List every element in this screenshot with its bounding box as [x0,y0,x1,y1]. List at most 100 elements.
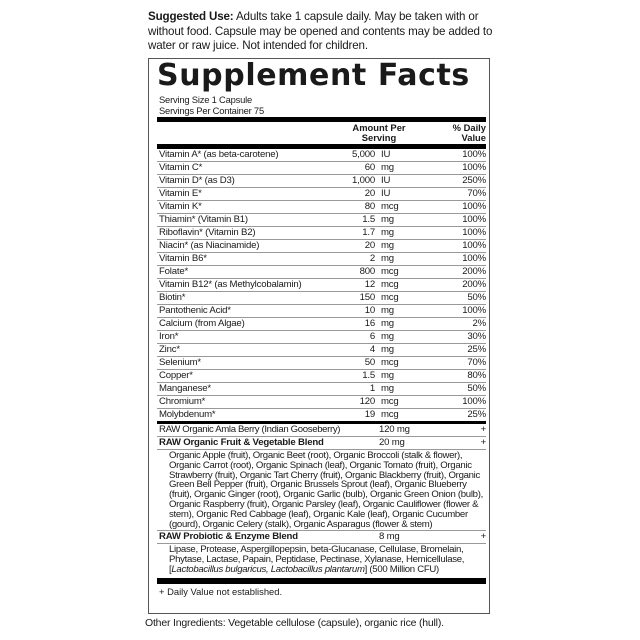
nutrient-name: Zinc* [159,344,180,355]
amount-unit: mg [381,305,394,316]
amount-unit: mg [381,344,394,355]
nutrient-name: Vitamin B12* (as Methylcobalamin) [159,279,302,290]
nutrient-row: Manganese* 1 mg 50% [157,383,486,396]
nutrient-row: Vitamin D* (as D3) 1,000 IU 250% [157,175,486,188]
amount-value: 19 [364,409,375,420]
daily-value: 70% [467,357,486,368]
servings-per-container: Servings Per Container 75 [159,105,264,116]
ingredients-text: Lipase, Protease, Aspergillopepsin, beta… [169,544,465,575]
amount-value: 1.7 [362,227,375,238]
amount-value: 80 [364,201,375,212]
nutrient-name: Vitamin A* (as beta-carotene) [159,149,279,160]
daily-value: 250% [462,175,486,186]
amount-unit: mg [381,214,394,225]
amount-value: 1,000 [351,175,375,186]
daily-value: 25% [467,409,486,420]
nutrient-row: Vitamin K* 80 mcg 100% [157,201,486,214]
daily-value: 30% [467,331,486,342]
amount-unit: mcg [381,279,399,290]
blend-name: RAW Organic Fruit & Vegetable Blend [159,437,324,448]
amount-unit: IU [381,149,391,160]
amount-unit: mg [381,227,394,238]
suggested-use-label: Suggested Use: [148,10,234,23]
amount-unit: mg [381,331,394,342]
amount-value: 1.5 [362,214,375,225]
amount-value: 50 [364,357,375,368]
nutrient-name: Pantothenic Acid* [159,305,231,316]
nutrient-row: Thiamin* (Vitamin B1) 1.5 mg 100% [157,214,486,227]
nutrient-name: Riboflavin* (Vitamin B2) [159,227,256,238]
amount-unit: mg [381,240,394,251]
nutrient-name: Manganese* [159,383,211,394]
amount-value: 16 [364,318,375,329]
daily-value: 100% [462,253,486,264]
blend-amount: 20 mg [379,437,405,448]
nutrient-name: Chromium* [159,396,206,407]
amount-value: 20 [364,188,375,199]
blend-name: RAW Organic Amla Berry (Indian Gooseberr… [159,424,341,435]
suggested-use: Suggested Use: Adults take 1 capsule dai… [148,10,498,54]
nutrient-name: Vitamin C* [159,162,203,173]
amount-unit: mg [381,318,394,329]
serving-size: Serving Size 1 Capsule [159,94,253,105]
divider [157,577,486,584]
nutrient-row: Iron* 6 mg 30% [157,331,486,344]
nutrient-row: Biotin* 150 mcg 50% [157,292,486,305]
daily-value: 80% [467,370,486,381]
amount-value: 1 [369,383,375,394]
nutrient-row: Selenium* 50 mcg 70% [157,357,486,370]
dv-header: % Daily Value [452,122,486,143]
nutrient-row: Pantothenic Acid* 10 mg 100% [157,305,486,318]
nutrient-row: Vitamin B6* 2 mg 100% [157,253,486,266]
blend-dv: + [480,437,487,448]
amount-value: 2 [369,253,375,264]
blend-amount: 8 mg [379,531,400,543]
probiotic-blend-ingredients: Lipase, Protease, Aspergillopepsin, beta… [157,544,486,575]
amount-unit: mcg [381,357,399,368]
nutrient-name: Niacin* (as Niacinamide) [159,240,260,251]
nutrient-row: Vitamin A* (as beta-carotene) 5,000 IU 100% [157,149,486,162]
divider [157,144,486,149]
nutrient-row: Vitamin B12* (as Methylcobalamin) 12 mcg 20… [157,279,486,292]
nutrient-row: Calcium (from Algae) 16 mg 2% [157,318,486,331]
amount-value: 10 [364,305,375,316]
nutrient-row: Copper* 1.5 mg 80% [157,370,486,383]
nutrient-name: Calcium (from Algae) [159,318,245,329]
nutrient-name: Vitamin E* [159,188,202,199]
nutrient-name: Copper* [159,370,193,381]
amount-value: 1.5 [362,370,375,381]
daily-value: 50% [467,383,486,394]
blend-amount: 120 mg [379,424,410,435]
amount-value: 120 [359,396,376,407]
nutrient-row: Folate* 800 mcg 200% [157,266,486,279]
nutrient-row: Molybdenum* 19 mcg 25% [157,409,486,424]
daily-value: 100% [462,214,486,225]
nutrient-row: Vitamin C* 60 mg 100% [157,162,486,175]
amount-value: 5,000 [351,149,375,160]
amount-unit: mcg [381,292,399,303]
blend-row: RAW Organic Fruit & Vegetable Blend 20 mg… [157,437,486,450]
daily-value: 200% [462,266,486,277]
nutrient-name: Biotin* [159,292,186,303]
nutrient-name: Folate* [159,266,188,277]
amount-value: 800 [359,266,376,277]
amount-unit: mg [381,162,394,173]
amount-unit: mcg [381,266,399,277]
amount-value: 60 [364,162,375,173]
amount-unit: mg [381,383,394,394]
nutrient-name: Thiamin* (Vitamin B1) [159,214,248,225]
amount-value: 12 [364,279,375,290]
blend-dv: + [480,531,487,543]
daily-value: 100% [462,240,486,251]
nutrient-name: Iron* [159,331,179,342]
blend-dv: + [480,424,487,435]
nutrient-name: Molybdenum* [159,409,216,420]
blend-row: RAW Organic Amla Berry (Indian Gooseberr… [157,424,486,437]
daily-value: 100% [462,162,486,173]
nutrient-row: Zinc* 4 mg 25% [157,344,486,357]
amount-unit: mcg [381,201,399,212]
daily-value: 2% [472,318,487,329]
nutrient-table: Vitamin A* (as beta-carotene) 5,000 IU 100%… [157,149,486,597]
other-ingredients: Other Ingredients: Vegetable cellulose (… [145,617,444,629]
amount-value: 150 [359,292,376,303]
